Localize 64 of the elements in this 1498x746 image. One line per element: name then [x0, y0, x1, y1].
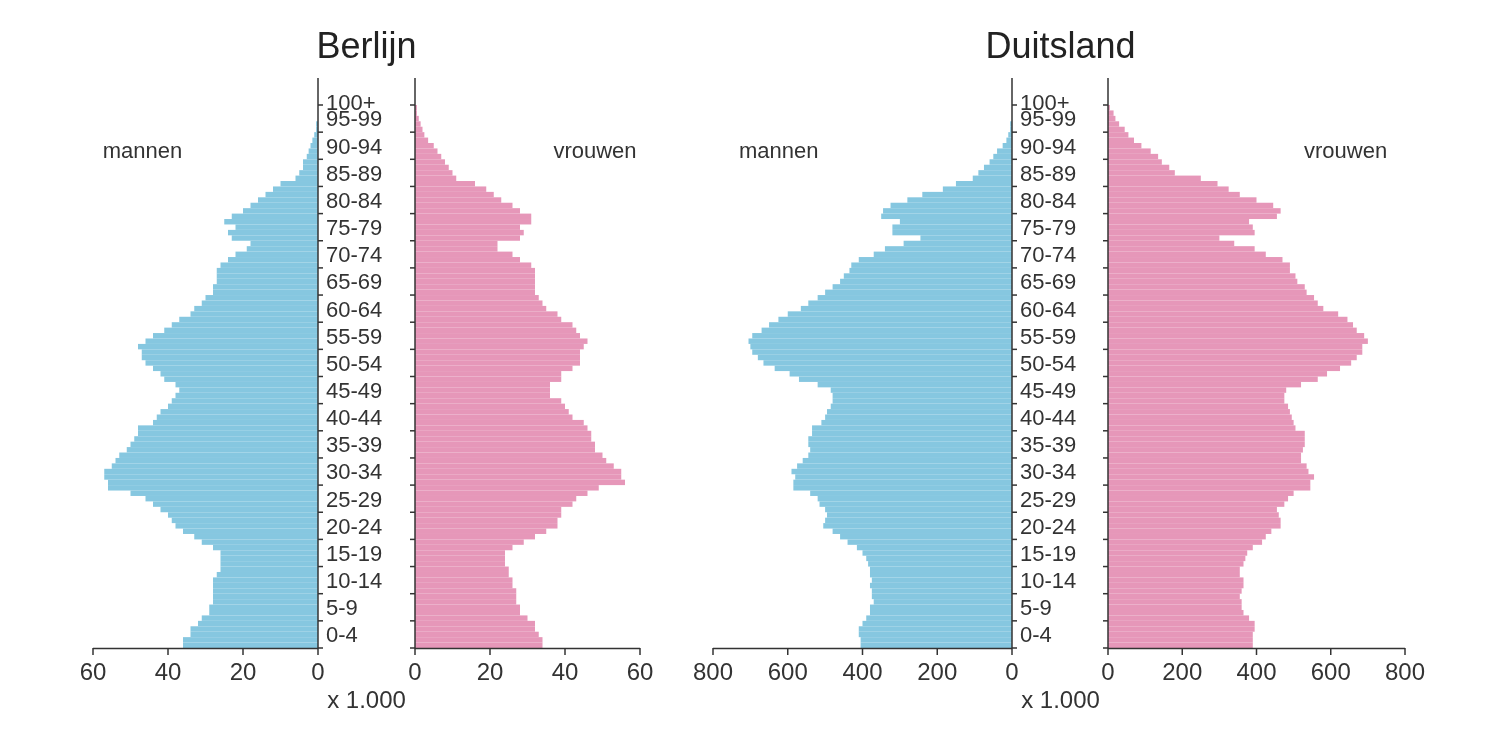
- y-tick-label: 80-84: [326, 187, 383, 213]
- y-tick-label: 50-54: [326, 350, 383, 376]
- y-tick-label: 85-89: [1020, 160, 1077, 186]
- x-tick-label: 40: [154, 658, 182, 685]
- x-tick-label: 0: [408, 658, 422, 685]
- x-tick-label: 800: [1384, 658, 1426, 685]
- x-tick-label: 60: [626, 658, 654, 685]
- y-tick-label: 20-24: [326, 513, 383, 539]
- y-tick-label: 15-19: [326, 540, 383, 566]
- x-axis-title: x 1.000: [327, 686, 406, 713]
- x-tick-label: 60: [79, 658, 107, 685]
- y-tick-label: 60-64: [1020, 296, 1077, 322]
- y-tick-label: 15-19: [1020, 540, 1077, 566]
- y-tick-label: 40-44: [326, 405, 383, 431]
- chart-title: Duitsland: [985, 25, 1136, 66]
- y-tick-label: 20-24: [1020, 513, 1077, 539]
- y-tick-label: 75-79: [1020, 215, 1077, 241]
- y-tick-label: 0-4: [326, 622, 358, 648]
- y-tick-label: 45-49: [326, 378, 383, 403]
- x-axis-title: x 1.000: [1021, 686, 1100, 713]
- y-tick-label: 85-89: [326, 160, 383, 186]
- chart-title: Berlijn: [316, 25, 417, 66]
- x-tick-label: 200: [917, 658, 958, 685]
- y-tick-label: 55-59: [1020, 323, 1077, 349]
- y-tick-label: 40-44: [1020, 405, 1077, 431]
- y-tick-label: 35-39: [326, 432, 383, 458]
- x-tick-label: 0: [1101, 658, 1115, 685]
- text: mannen: [102, 138, 183, 163]
- y-tick-label: 90-94: [326, 133, 383, 159]
- y-tick-label: 50-54: [1020, 350, 1077, 376]
- y-tick-label: 60-64: [326, 296, 383, 322]
- y-tick-label: 65-69: [326, 269, 383, 295]
- y-tick-label: 90-94: [1020, 133, 1077, 159]
- y-tick-label: 55-59: [326, 323, 383, 349]
- y-tick-label: 75-79: [326, 215, 383, 241]
- y-tick-label: 5-9: [1020, 595, 1052, 621]
- text: vrouwen: [1304, 138, 1388, 163]
- y-tick-label: 30-34: [1020, 459, 1077, 485]
- x-tick-label: 20: [476, 658, 504, 685]
- x-tick-label: 600: [767, 658, 808, 685]
- x-tick-label: 800: [692, 658, 734, 685]
- y-tick-label: 5-9: [326, 595, 358, 621]
- y-tick-label: 65-69: [1020, 269, 1077, 295]
- y-tick-label: 30-34: [326, 459, 383, 485]
- x-tick-label: 0: [311, 658, 325, 685]
- text: mannen: [739, 138, 819, 163]
- x-tick-label: 20: [229, 658, 257, 685]
- x-tick-label: 400: [842, 658, 883, 685]
- y-tick-label: 35-39: [1020, 432, 1077, 458]
- y-tick-label: 10-14: [1020, 568, 1077, 594]
- x-tick-label: 40: [551, 658, 579, 685]
- x-tick-label: 400: [1236, 658, 1277, 685]
- text: vrouwen: [553, 138, 637, 163]
- x-tick-label: 0: [1005, 658, 1019, 685]
- y-tick-label: 80-84: [1020, 187, 1077, 213]
- y-tick-label: 10-14: [326, 568, 383, 594]
- y-tick-label: 0-4: [1020, 622, 1052, 648]
- y-tick-label: 70-74: [1020, 242, 1077, 268]
- y-tick-label: 45-49: [1020, 378, 1077, 403]
- y-tick-label: 70-74: [326, 242, 383, 268]
- y-tick-label: 25-29: [1020, 486, 1077, 512]
- x-tick-label: 200: [1162, 658, 1203, 685]
- y-tick-label: 25-29: [326, 486, 383, 512]
- x-tick-label: 600: [1310, 658, 1351, 685]
